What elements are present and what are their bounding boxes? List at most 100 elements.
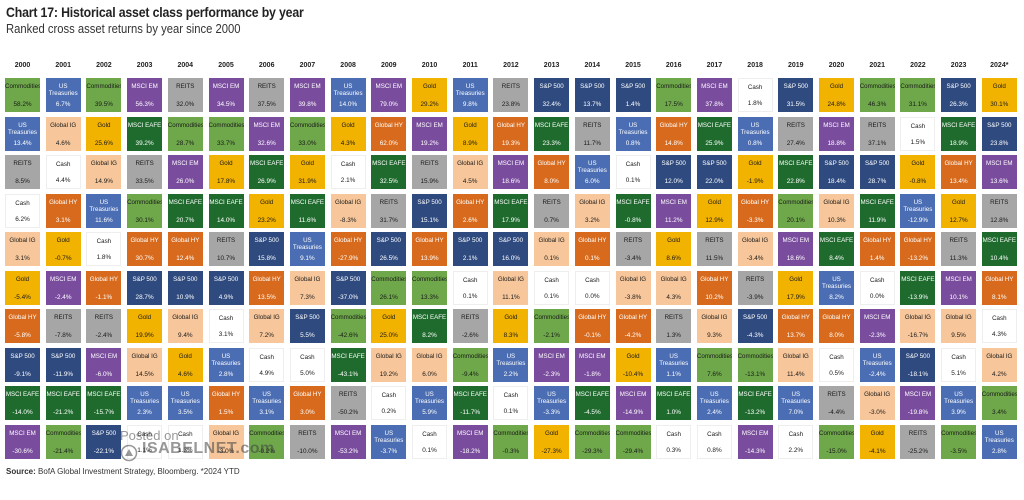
asset-cell: Global IG -8.3% (330, 193, 366, 228)
asset-return: -29.3% (582, 447, 603, 455)
asset-name: Global HY (456, 198, 485, 206)
asset-name: REITS (135, 160, 154, 167)
asset-name: Gold (992, 83, 1006, 90)
asset-name: MSCI EAFE (127, 121, 162, 129)
asset-cell: Global IG 3.2% (574, 193, 610, 228)
asset-return: 18.4% (827, 178, 846, 185)
asset-return: 13.3% (420, 293, 439, 301)
asset-name: MSCI EAFE (372, 160, 406, 167)
asset-return: -4.4% (828, 409, 845, 416)
asset-return: 1.1% (137, 446, 152, 454)
asset-cell: US Treasuries 2.8% (208, 347, 244, 382)
asset-name: Global HY (49, 198, 78, 206)
asset-return: 0.1% (585, 255, 600, 262)
asset-return: 5.0% (300, 369, 315, 377)
asset-cell: Global HY 8.1% (981, 270, 1017, 305)
asset-return: 0.8% (747, 139, 763, 147)
asset-cell: Global IG 14.5% (127, 347, 163, 382)
asset-cell: Global IG 7.3% (289, 270, 325, 305)
asset-return: 1.3% (178, 446, 193, 454)
asset-cell: Global IG -3.8% (615, 270, 651, 305)
asset-name: US Treasuries (984, 429, 1014, 444)
asset-cell: Global HY -0.1% (574, 309, 610, 343)
year-label: 2022 (910, 62, 926, 69)
asset-return: -18.2% (460, 447, 481, 455)
asset-return: 12.4% (176, 255, 195, 262)
asset-name: MSCI EAFE (290, 198, 325, 206)
asset-cell: MSCI EAFE 17.9% (493, 193, 529, 228)
asset-return: -0.3% (502, 447, 520, 455)
asset-return: -2.3% (543, 370, 560, 378)
asset-cell: Global IG -3.4% (737, 232, 773, 266)
asset-return: -0.2% (258, 447, 276, 455)
asset-return: 62.0% (379, 139, 398, 147)
asset-name: Global IG (335, 198, 362, 206)
asset-return: 23.2% (257, 216, 276, 224)
asset-return: 33.0% (298, 139, 317, 147)
asset-name: Commodities (737, 352, 773, 360)
asset-name: REITS (786, 121, 805, 129)
asset-return: 28.7% (176, 139, 195, 147)
asset-cell: MSCI EM 18.8% (819, 116, 854, 151)
asset-name: Cash (381, 392, 397, 399)
asset-cell: Global HY 12.4% (167, 232, 203, 266)
asset-cell: Global IG 19.2% (371, 347, 407, 382)
asset-return: -0.8% (909, 178, 927, 185)
asset-name: S&P 500 (498, 237, 524, 244)
asset-name: MSCI EM (782, 237, 810, 244)
asset-return: 11.4% (786, 370, 805, 378)
asset-name: MSCI EAFE (494, 198, 528, 206)
asset-return: 39.5% (94, 101, 113, 108)
asset-return: 11.2% (664, 216, 683, 224)
asset-cell: S&P 500 -11.9% (45, 347, 81, 382)
asset-name: Cash (829, 353, 844, 361)
asset-return: 37.5% (257, 101, 276, 108)
asset-cell: MSCI EAFE -43.1% (330, 347, 366, 382)
asset-name: Commodities (696, 352, 732, 360)
asset-name: Commodities (859, 83, 895, 90)
asset-return: 2.2% (788, 446, 804, 454)
asset-cell: Cash 4.3% (981, 309, 1017, 343)
asset-return: 2.3% (137, 409, 152, 416)
asset-name: MSCI EM (253, 121, 280, 129)
asset-name: MSCI EAFE (819, 237, 854, 244)
asset-return: -3.9% (746, 293, 764, 301)
asset-cell: Commodities -29.4% (615, 424, 651, 459)
asset-cell: Commodities 20.1% (778, 193, 814, 228)
asset-name: Global HY (496, 121, 525, 129)
asset-cell: US Treasuries 2.3% (127, 386, 163, 420)
asset-name: Cash (747, 84, 763, 91)
asset-cell: US Treasuries 9.1% (289, 232, 325, 266)
asset-name: Commodities (452, 352, 488, 360)
asset-cell: S&P 500 15.8% (249, 232, 285, 266)
asset-cell: Gold 4.6% (167, 347, 203, 382)
asset-return: 2.2% (503, 370, 519, 378)
asset-return: 19.2% (420, 139, 439, 147)
asset-name: REITS (257, 83, 276, 90)
asset-cell: MSCI EM -14.9% (615, 386, 651, 420)
asset-name: MSCI EM (49, 275, 77, 283)
asset-cell: Gold -0.7% (45, 232, 81, 266)
asset-cell: REITS 11.7% (574, 116, 610, 151)
asset-cell: Gold 25.0% (371, 309, 407, 343)
asset-name: MSCI EM (294, 83, 321, 90)
asset-name: US Treasuries (292, 237, 322, 251)
asset-return: 8.0% (829, 332, 844, 339)
asset-cell: REITS 37.5% (249, 78, 285, 112)
asset-name: Global IG (823, 198, 850, 206)
asset-cell: Global HY 62.0% (371, 116, 407, 151)
asset-name: REITS (338, 391, 358, 398)
asset-cell: Global IG 14.9% (86, 155, 122, 189)
asset-cell: Cash 1.3% (167, 424, 203, 459)
asset-name: S&P 500 (539, 83, 564, 90)
asset-return: 2.8% (992, 447, 1007, 455)
asset-return: 23.3% (542, 139, 561, 147)
asset-name: Global IG (945, 314, 972, 321)
asset-cell: US Treasuries 2.2% (493, 347, 529, 382)
asset-cell: US Treasuries 8.2% (819, 270, 854, 305)
asset-name: S&P 500 (620, 83, 646, 90)
asset-cell: MSCI EM -14.3% (737, 424, 773, 459)
asset-cell: Cash 1.8% (86, 232, 122, 266)
asset-return: 10.3% (827, 216, 846, 224)
asset-name: Commodities (249, 429, 285, 437)
